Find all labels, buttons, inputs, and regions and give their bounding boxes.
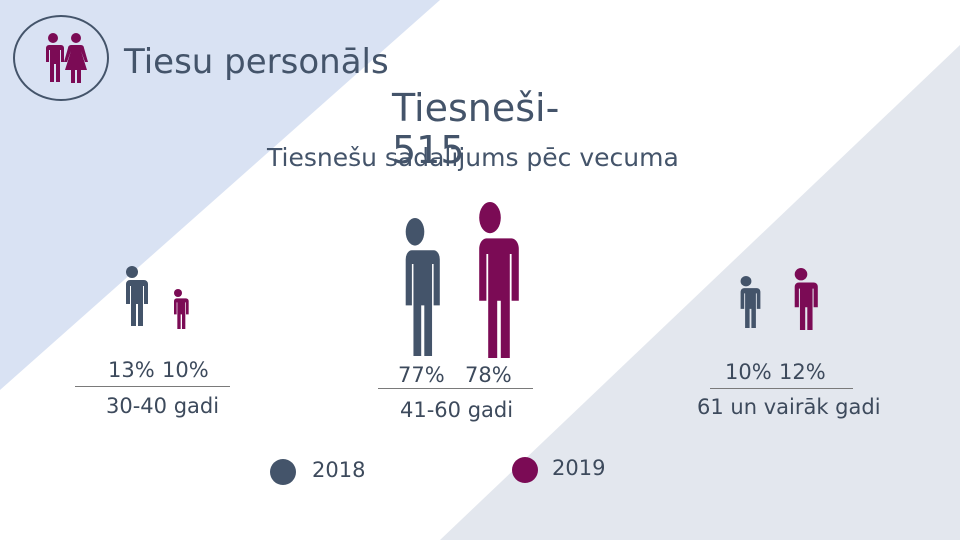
group3-pct-2019: 12% <box>779 360 826 384</box>
group1-pct-2019: 10% <box>162 358 209 382</box>
group1-label: 30-40 gadi <box>106 394 220 418</box>
male-person-icon <box>396 218 440 356</box>
legend-label-2018: 2018 <box>312 458 366 482</box>
judges-heading: Tiesneši- <box>392 86 560 130</box>
group1-divider <box>75 386 230 387</box>
male-person-icon <box>120 266 148 326</box>
female-person-icon <box>788 268 818 330</box>
legend-dot-2019 <box>512 457 538 483</box>
subtitle: Tiesnešu sadalījums pēc vecuma <box>267 143 679 172</box>
female-person-icon <box>468 202 519 358</box>
group1-pct-2018: 13% <box>108 358 155 382</box>
female-person-icon <box>170 289 189 329</box>
group2-label: 41-60 gadi <box>400 398 514 422</box>
male-person-icon <box>735 276 761 328</box>
group3-divider <box>710 388 853 389</box>
group3-pct-2018: 10% <box>725 360 772 384</box>
page-title: Tiesu personāls <box>124 42 389 82</box>
people-icon <box>45 33 88 83</box>
legend-dot-2018 <box>270 459 296 485</box>
group2-pct-2018: 77% <box>398 363 445 387</box>
judges-count: 515 <box>392 128 465 172</box>
header-circle <box>13 15 109 101</box>
group3-label: 61 un vairāk gadi <box>697 395 881 419</box>
legend-label-2019: 2019 <box>552 456 606 480</box>
group2-divider <box>378 388 533 389</box>
group2-pct-2019: 78% <box>465 363 512 387</box>
